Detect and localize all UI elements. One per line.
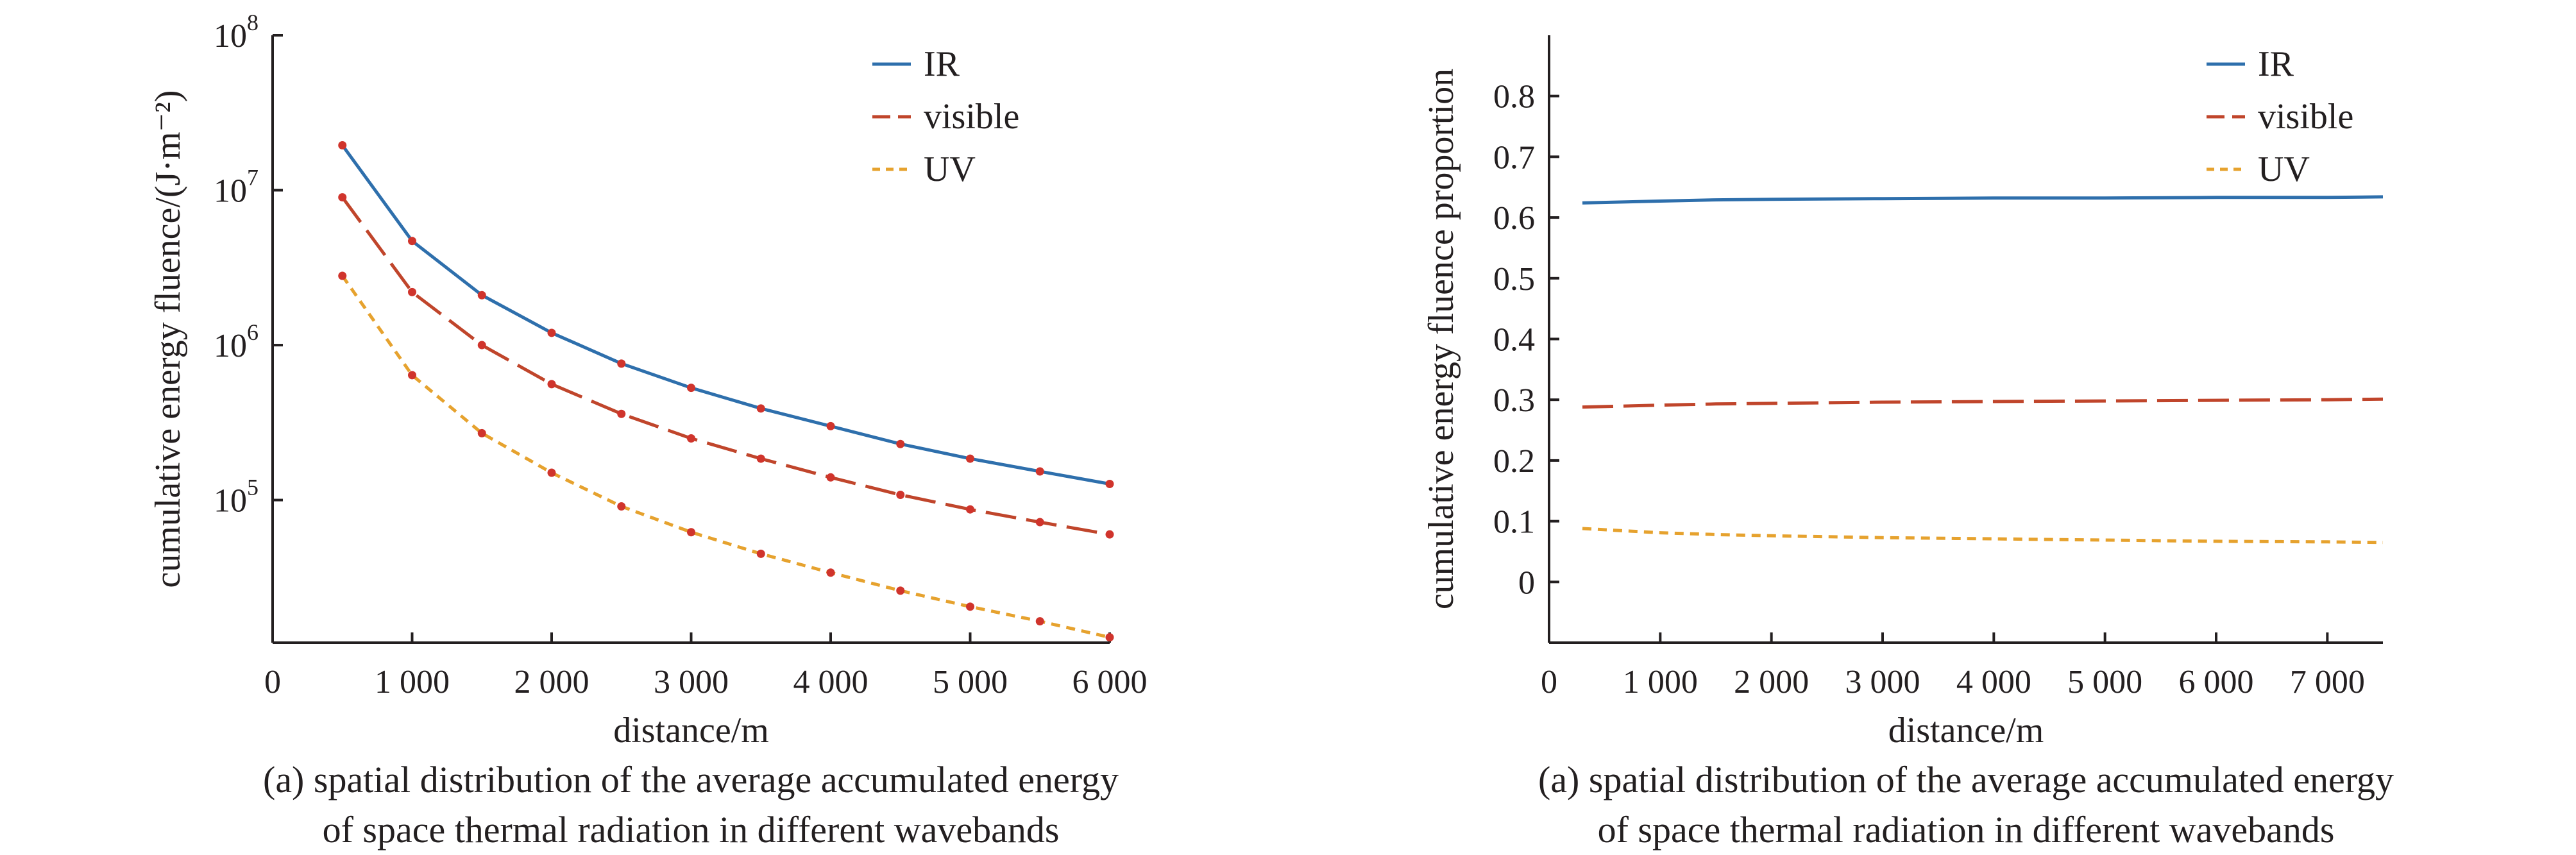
legend-label-visible: visible xyxy=(2258,97,2353,137)
data-point-IR xyxy=(896,439,905,448)
x-tick-label: 7 000 xyxy=(2290,664,2365,700)
data-point-UV xyxy=(896,586,905,595)
data-point-visible xyxy=(617,409,626,418)
chart-fluence-proportion: 0 1 000 2 000 3 000 4 000 5 000 6 000 7 000 0 0.1… xyxy=(1421,35,2394,851)
x-tick-label: 1 000 xyxy=(1623,664,1698,700)
y-tick-label: 0.4 xyxy=(1493,322,1535,359)
data-point-UV xyxy=(617,502,626,511)
y-tick-label: 105 xyxy=(214,475,258,520)
legend-label-UV: UV xyxy=(2258,149,2310,189)
data-point-visible xyxy=(408,287,416,296)
x-tick-label: 4 000 xyxy=(793,664,869,700)
y-tick-label: 0 xyxy=(1518,564,1535,601)
y-tick-label: 0.2 xyxy=(1493,443,1535,480)
figure-caption-line: (a) spatial distribution of the average … xyxy=(263,759,1119,800)
series-line-UV xyxy=(341,275,1110,639)
y-axis-title: cumulative energy fluence/(J·m⁻²) xyxy=(148,90,188,588)
y-tick-label: 107 xyxy=(214,165,258,210)
y-tick-label: 0.8 xyxy=(1493,79,1535,115)
legend-label-visible: visible xyxy=(924,97,1019,137)
data-point-UV xyxy=(1035,617,1044,626)
data-point-IR xyxy=(338,140,347,149)
data-point-IR xyxy=(547,328,556,337)
data-point-UV xyxy=(756,549,765,558)
x-axis-title: distance/m xyxy=(1888,711,2044,750)
data-point-UV xyxy=(966,602,974,611)
y-tick-exponent: 5 xyxy=(247,475,258,500)
y-tick-base: 10 xyxy=(214,328,247,364)
data-point-UV xyxy=(338,271,347,280)
data-point-visible xyxy=(756,454,765,463)
y-tick-label: 0.5 xyxy=(1493,261,1535,298)
y-tick-label: 0.1 xyxy=(1493,504,1535,541)
y-tick-label: 0.6 xyxy=(1493,200,1535,237)
y-tick-exponent: 7 xyxy=(247,165,258,190)
data-point-visible xyxy=(826,473,835,482)
x-tick-label: 2 000 xyxy=(1734,664,1809,700)
x-tick-label: 6 000 xyxy=(2179,664,2254,700)
data-point-IR xyxy=(1035,467,1044,476)
x-tick-label: 1 000 xyxy=(375,664,450,700)
data-point-IR xyxy=(826,421,835,430)
x-tick-label: 5 000 xyxy=(2067,664,2142,700)
y-tick-label: 108 xyxy=(214,10,258,55)
x-tick-label: 3 000 xyxy=(654,664,729,700)
data-point-visible xyxy=(687,434,695,443)
y-tick-label: 106 xyxy=(214,319,258,364)
series-line-visible xyxy=(1582,397,2384,409)
x-tick-label: 2 000 xyxy=(514,664,589,700)
x-axis-title: distance/m xyxy=(613,711,769,750)
data-point-visible xyxy=(1035,518,1044,527)
data-point-UV xyxy=(477,428,486,437)
x-tick-label: 4 000 xyxy=(1956,664,2031,700)
data-point-visible xyxy=(477,341,486,350)
data-point-UV xyxy=(687,528,695,537)
legend-label-UV: UV xyxy=(924,149,976,189)
x-tick-label: 0 xyxy=(1541,664,1557,700)
data-point-IR xyxy=(687,384,695,393)
data-point-IR xyxy=(408,237,416,246)
y-axis-title: cumulative energy fluence proportion xyxy=(1421,69,1461,609)
series-line-visible xyxy=(341,196,1110,536)
data-point-visible xyxy=(547,380,556,389)
data-point-UV xyxy=(408,371,416,380)
data-point-IR xyxy=(966,454,974,463)
data-point-visible xyxy=(1105,530,1114,539)
legend-label-IR: IR xyxy=(924,44,960,84)
y-tick-base: 10 xyxy=(214,483,247,520)
data-point-IR xyxy=(617,359,626,368)
data-point-visible xyxy=(896,491,905,500)
y-tick-base: 10 xyxy=(214,18,247,55)
figure-caption-line: (a) spatial distribution of the average … xyxy=(1538,759,2394,800)
x-tick-label: 5 000 xyxy=(933,664,1008,700)
series-line-UV xyxy=(1582,527,2384,545)
figure-caption-line: of space thermal radiation in different … xyxy=(1598,809,2335,851)
data-point-IR xyxy=(477,291,486,300)
y-tick-label: 0.7 xyxy=(1493,139,1535,176)
x-tick-label: 3 000 xyxy=(1845,664,1920,700)
data-point-visible xyxy=(966,505,974,514)
y-tick-base: 10 xyxy=(214,173,247,210)
y-tick-exponent: 8 xyxy=(247,10,258,35)
series-line-IR xyxy=(1582,195,2384,205)
data-point-UV xyxy=(1105,633,1114,642)
series-line-IR xyxy=(341,144,1110,486)
figure-caption-line: of space thermal radiation in different … xyxy=(323,809,1060,851)
data-point-UV xyxy=(547,468,556,477)
data-point-UV xyxy=(826,568,835,577)
y-tick-exponent: 6 xyxy=(247,319,258,345)
legend-label-IR: IR xyxy=(2258,44,2294,84)
x-tick-label: 6 000 xyxy=(1072,664,1148,700)
data-point-visible xyxy=(338,193,347,202)
x-tick-label: 0 xyxy=(264,664,281,700)
data-point-IR xyxy=(1105,480,1114,489)
data-point-IR xyxy=(756,404,765,413)
y-tick-label: 0.3 xyxy=(1493,382,1535,419)
